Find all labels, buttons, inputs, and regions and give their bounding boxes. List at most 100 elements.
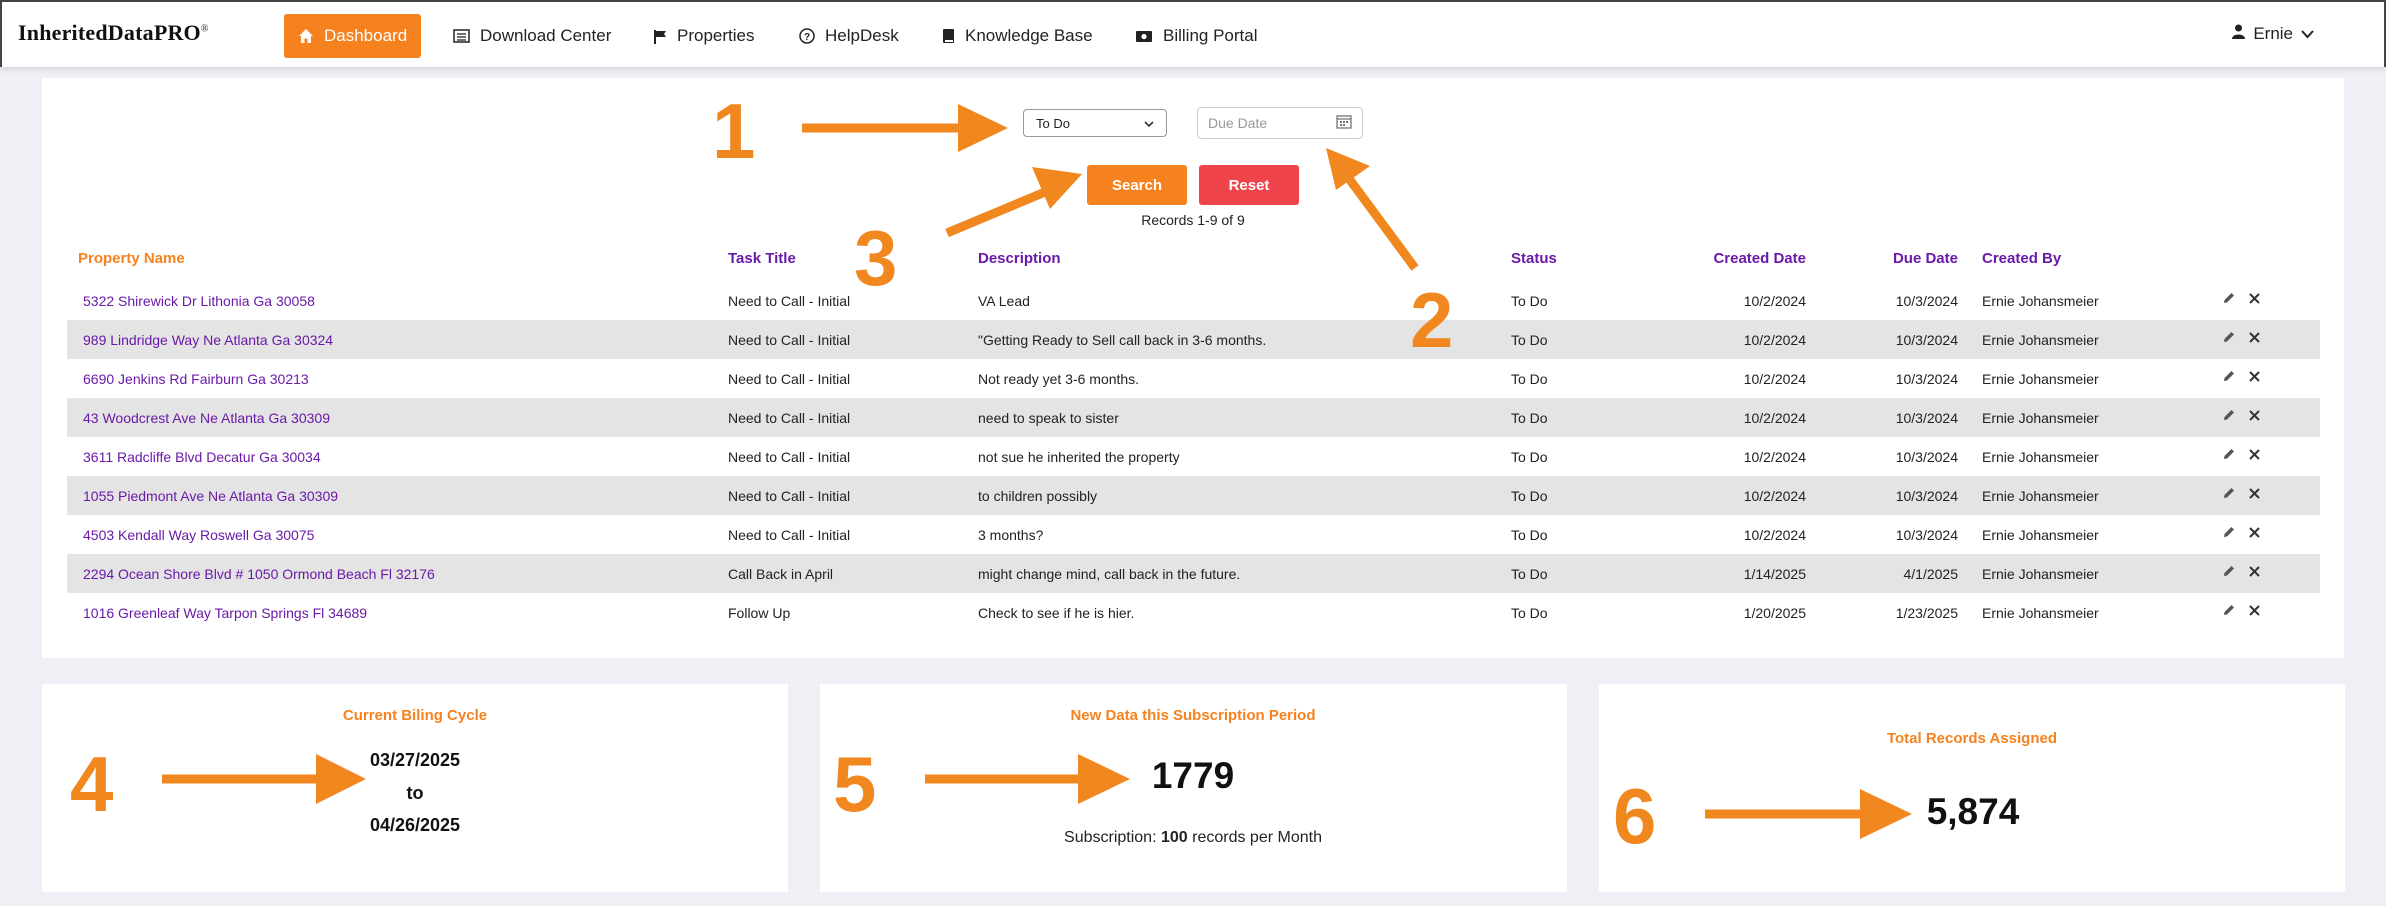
cell-property-name[interactable]: 43 Woodcrest Ave Ne Atlanta Ga 30309	[83, 409, 330, 426]
edit-icon[interactable]	[2222, 447, 2236, 466]
cell-task-title: Need to Call - Initial	[728, 526, 851, 543]
due-date-input[interactable]: Due Date	[1197, 107, 1363, 139]
cell-due-date: 1/23/2025	[1895, 604, 1958, 621]
row-actions	[2222, 476, 2261, 515]
new-data-value: 1779	[1151, 755, 1235, 796]
cell-property-name[interactable]: 4503 Kendall Way Roswell Ga 30075	[83, 526, 315, 543]
total-records-title: Total Records Assigned	[1886, 730, 2058, 747]
cell-property-name[interactable]: 6690 Jenkins Rd Fairburn Ga 30213	[83, 370, 309, 387]
col-header-status[interactable]: Status	[1511, 250, 1557, 267]
nav-billing-portal[interactable]: Billing Portal	[1135, 14, 1258, 58]
cell-created-by: Ernie Johansmeier	[1982, 526, 2099, 543]
reset-button[interactable]: Reset	[1199, 165, 1299, 205]
brand-logo[interactable]: InheritedDataPRO®	[18, 20, 209, 45]
help-icon: ?	[799, 28, 815, 44]
search-button[interactable]: Search	[1087, 165, 1187, 205]
delete-icon[interactable]	[2248, 292, 2261, 310]
cell-property-name[interactable]: 2294 Ocean Shore Blvd # 1050 Ormond Beac…	[83, 565, 435, 582]
cell-status: To Do	[1511, 604, 1548, 621]
row-actions	[2222, 359, 2261, 398]
delete-icon[interactable]	[2248, 409, 2261, 427]
cell-created-date: 1/20/2025	[1743, 604, 1806, 621]
row-actions	[2222, 281, 2261, 320]
edit-icon[interactable]	[2222, 369, 2236, 388]
nav-knowledge-base[interactable]: Knowledge Base	[942, 14, 1093, 58]
cell-created-by: Ernie Johansmeier	[1982, 409, 2099, 426]
nav-properties[interactable]: Properties	[653, 14, 754, 58]
svg-text:?: ?	[804, 32, 810, 43]
new-data-card	[820, 684, 1567, 892]
cell-description: Not ready yet 3-6 months.	[978, 370, 1140, 387]
edit-icon[interactable]	[2222, 603, 2236, 622]
billing-cycle-title: Current Biling Cycle	[342, 707, 488, 724]
nav-dashboard[interactable]: Dashboard	[284, 14, 422, 58]
edit-icon[interactable]	[2222, 564, 2236, 583]
cell-property-name[interactable]: 3611 Radcliffe Blvd Decatur Ga 30034	[83, 448, 321, 465]
table-row: 5322 Shirewick Dr Lithonia Ga 30058 Need …	[67, 281, 2320, 320]
edit-icon[interactable]	[2222, 330, 2236, 349]
cell-status: To Do	[1511, 487, 1548, 504]
cell-due-date: 10/3/2024	[1895, 370, 1958, 387]
annotation-number-6: 6	[1613, 772, 1657, 860]
edit-icon[interactable]	[2222, 486, 2236, 505]
cell-due-date: 10/3/2024	[1895, 331, 1958, 348]
new-data-title: New Data this Subscription Period	[1070, 707, 1316, 724]
user-menu[interactable]: Ernie	[2232, 24, 2314, 44]
delete-icon[interactable]	[2248, 604, 2261, 622]
cell-created-by: Ernie Johansmeier	[1982, 565, 2099, 582]
table-row: 6690 Jenkins Rd Fairburn Ga 30213 Need to…	[67, 359, 2320, 398]
cell-created-date: 10/2/2024	[1743, 487, 1806, 504]
edit-icon[interactable]	[2222, 525, 2236, 544]
user-icon	[2232, 24, 2246, 44]
table-row: 4503 Kendall Way Roswell Ga 30075 Need to…	[67, 515, 2320, 554]
col-header-due-date[interactable]: Due Date	[1892, 250, 1958, 267]
cell-due-date: 10/3/2024	[1895, 292, 1958, 309]
cell-created-date: 10/2/2024	[1743, 331, 1806, 348]
row-actions	[2222, 554, 2261, 593]
cell-created-by: Ernie Johansmeier	[1982, 292, 2099, 309]
edit-icon[interactable]	[2222, 408, 2236, 427]
list-icon	[453, 29, 470, 43]
records-count: Records 1-9 of 9	[1141, 212, 1245, 228]
delete-icon[interactable]	[2248, 331, 2261, 349]
cell-status: To Do	[1511, 565, 1548, 582]
annotation-number-1: 1	[712, 87, 756, 175]
delete-icon[interactable]	[2248, 370, 2261, 388]
delete-icon[interactable]	[2248, 526, 2261, 544]
col-header-description[interactable]: Description	[978, 250, 1061, 267]
cell-due-date: 10/3/2024	[1895, 409, 1958, 426]
cell-property-name[interactable]: 989 Lindridge Way Ne Atlanta Ga 30324	[83, 331, 334, 348]
calendar-icon[interactable]	[1336, 114, 1352, 132]
cell-created-date: 1/14/2025	[1743, 565, 1806, 582]
col-header-created-date[interactable]: Created Date	[1713, 250, 1806, 267]
delete-icon[interactable]	[2248, 448, 2261, 466]
cell-created-by: Ernie Johansmeier	[1982, 331, 2099, 348]
cell-property-name[interactable]: 1016 Greenleaf Way Tarpon Springs Fl 346…	[83, 604, 368, 621]
row-actions	[2222, 593, 2261, 632]
nav-download-center[interactable]: Download Center	[453, 14, 611, 58]
cell-property-name[interactable]: 1055 Piedmont Ave Ne Atlanta Ga 30309	[83, 487, 339, 504]
cell-property-name[interactable]: 5322 Shirewick Dr Lithonia Ga 30058	[83, 292, 315, 309]
billing-cycle-to: to	[406, 783, 424, 803]
col-header-property-name[interactable]: Property Name	[78, 250, 185, 267]
cell-due-date: 4/1/2025	[1903, 565, 1959, 582]
status-filter-select[interactable]: To Do	[1023, 109, 1167, 137]
cell-status: To Do	[1511, 409, 1548, 426]
table-row: 1055 Piedmont Ave Ne Atlanta Ga 30309 Nee…	[67, 476, 2320, 515]
annotation-number-2: 2	[1410, 276, 1454, 364]
cell-status: To Do	[1511, 526, 1548, 543]
col-header-task-title[interactable]: Task Title	[728, 250, 796, 267]
edit-icon[interactable]	[2222, 291, 2236, 310]
cell-created-date: 10/2/2024	[1743, 448, 1806, 465]
cell-created-date: 10/2/2024	[1743, 370, 1806, 387]
cell-description: "Getting Ready to Sell call back in 3-6 …	[978, 331, 1267, 348]
cell-created-by: Ernie Johansmeier	[1982, 604, 2099, 621]
cell-task-title: Need to Call - Initial	[728, 370, 851, 387]
delete-icon[interactable]	[2248, 487, 2261, 505]
annotation-number-5: 5	[833, 740, 877, 828]
cell-created-by: Ernie Johansmeier	[1982, 448, 2099, 465]
delete-icon[interactable]	[2248, 565, 2261, 583]
col-header-created-by[interactable]: Created By	[1982, 250, 2062, 267]
nav-helpdesk[interactable]: ? HelpDesk	[799, 14, 899, 58]
table-row: 3611 Radcliffe Blvd Decatur Ga 30034 Need…	[67, 437, 2320, 476]
